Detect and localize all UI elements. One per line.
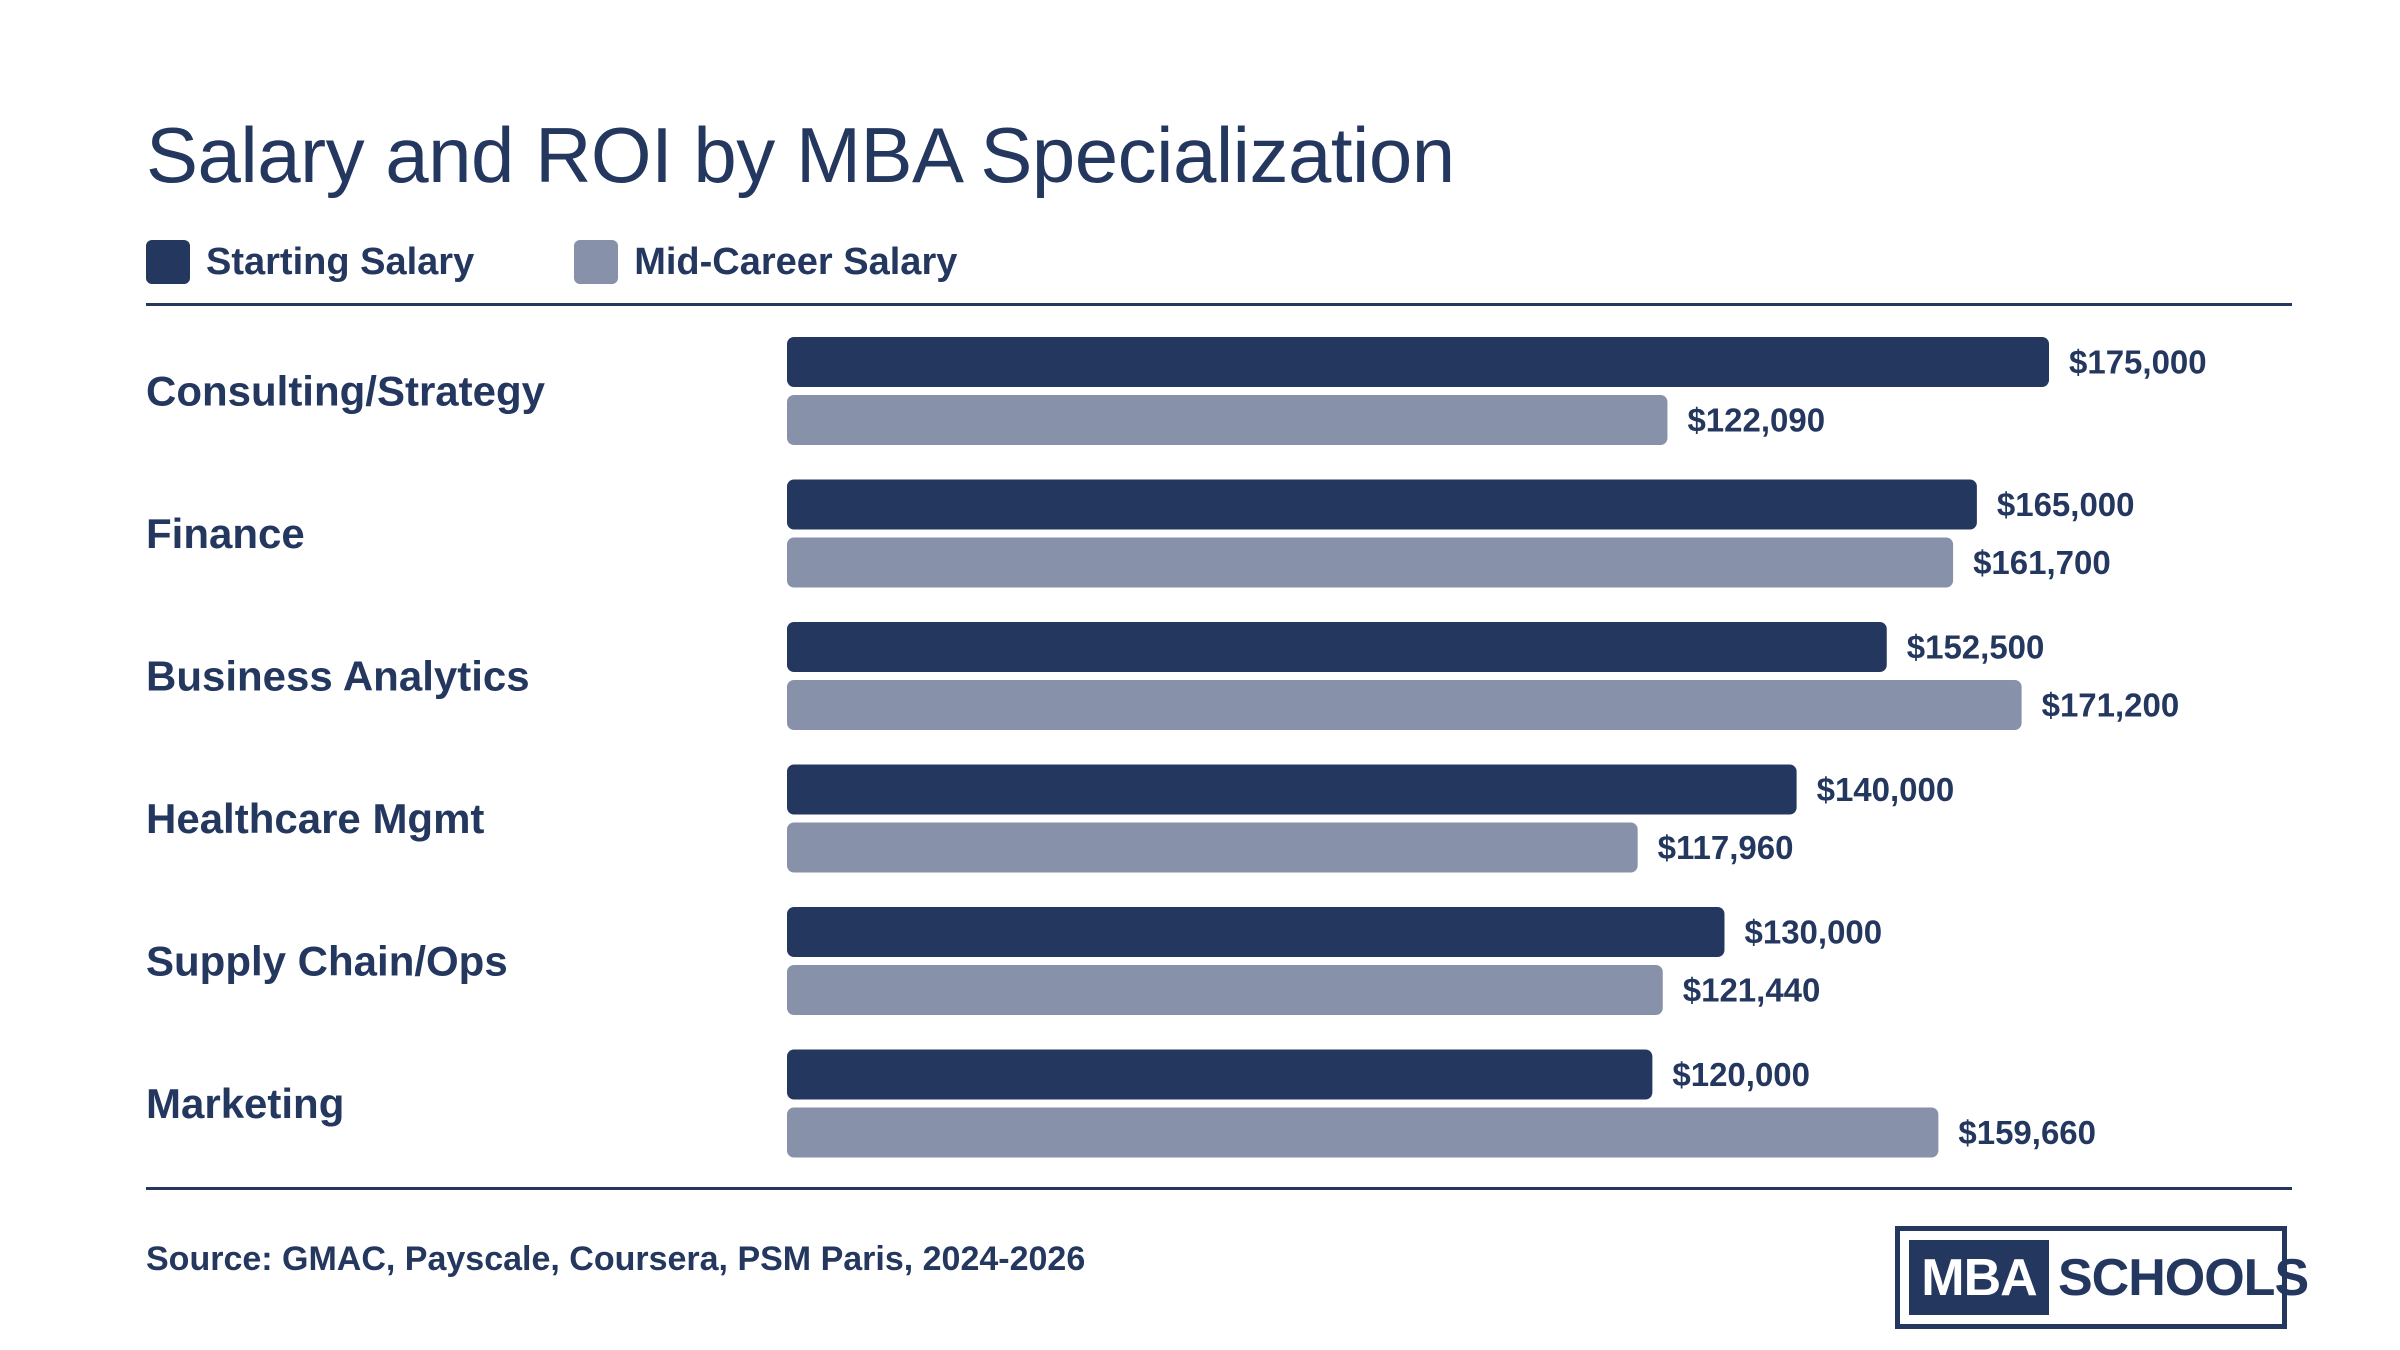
bar-starting-salary bbox=[787, 337, 2049, 387]
category-label: Finance bbox=[146, 510, 305, 557]
logo-schools-text: SCHOOLS bbox=[2058, 1248, 2309, 1307]
bar-starting-salary bbox=[787, 479, 1977, 530]
bar-value-label: $117,960 bbox=[1658, 829, 1794, 866]
bar-mid-career-salary bbox=[787, 537, 1954, 588]
chart-legend: Starting Salary Mid-Career Salary bbox=[146, 240, 957, 284]
bar-value-label: $130,000 bbox=[1744, 914, 1882, 951]
bar-value-label: $121,440 bbox=[1683, 972, 1821, 1009]
bar-value-label: $171,200 bbox=[2042, 687, 2180, 724]
legend-label-starting: Starting Salary bbox=[206, 240, 475, 283]
bar-starting-salary bbox=[787, 1049, 1653, 1100]
category-label: Supply Chain/Ops bbox=[146, 938, 508, 985]
bar-value-label: $165,000 bbox=[1997, 486, 2135, 523]
category-label: Healthcare Mgmt bbox=[146, 795, 484, 842]
bar-value-label: $152,500 bbox=[1907, 629, 2045, 666]
legend-swatch-starting bbox=[146, 240, 190, 284]
bottom-divider bbox=[146, 1187, 2292, 1190]
category-label: Marketing bbox=[146, 1080, 344, 1127]
bar-value-label: $161,700 bbox=[1973, 544, 2111, 581]
legend-label-midcareer: Mid-Career Salary bbox=[634, 240, 958, 283]
legend-item-starting: Starting Salary bbox=[146, 240, 474, 284]
bar-value-label: $140,000 bbox=[1817, 771, 1955, 808]
bar-mid-career-salary bbox=[787, 395, 1668, 445]
legend-swatch-midcareer bbox=[574, 240, 619, 284]
bar-mid-career-salary bbox=[787, 965, 1663, 1015]
logo-mba-text: MBA bbox=[1909, 1240, 2049, 1315]
bar-starting-salary bbox=[787, 622, 1887, 672]
bar-mid-career-salary bbox=[787, 680, 2022, 730]
bar-value-label: $175,000 bbox=[2069, 344, 2207, 381]
bar-starting-salary bbox=[787, 764, 1797, 815]
bar-mid-career-salary bbox=[787, 1107, 1939, 1158]
source-note: Source: GMAC, Payscale, Coursera, PSM Pa… bbox=[146, 1240, 1086, 1278]
bar-value-label: $120,000 bbox=[1672, 1056, 1810, 1093]
bar-value-label: $122,090 bbox=[1687, 402, 1825, 439]
top-divider bbox=[146, 303, 2292, 306]
bar-starting-salary bbox=[787, 907, 1725, 957]
category-label: Consulting/Strategy bbox=[146, 368, 546, 415]
brand-logo: MBA SCHOOLS bbox=[1895, 1226, 2309, 1329]
chart-title: Salary and ROI by MBA Specialization bbox=[146, 111, 1455, 199]
legend-item-midcareer: Mid-Career Salary bbox=[574, 240, 957, 284]
bar-mid-career-salary bbox=[787, 822, 1638, 873]
bar-value-label: $159,660 bbox=[1958, 1114, 2096, 1151]
category-label: Business Analytics bbox=[146, 653, 530, 700]
